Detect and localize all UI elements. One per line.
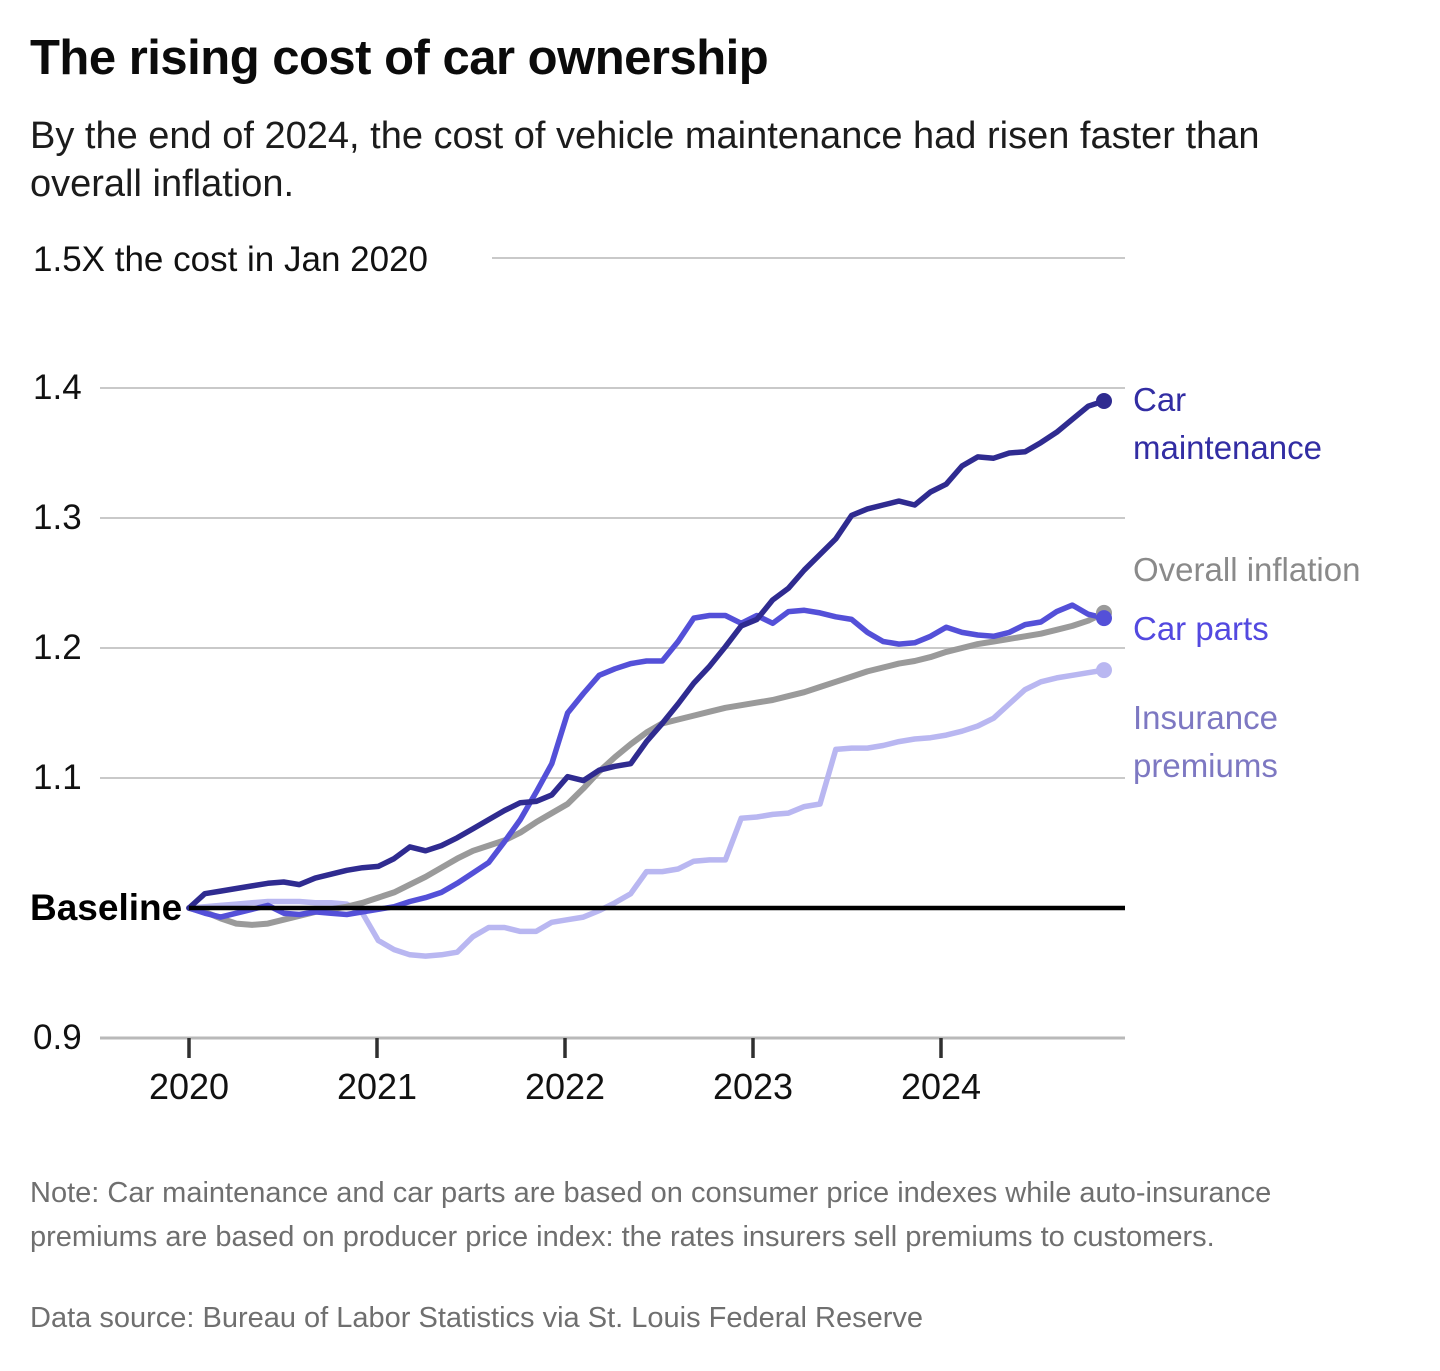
insurance-premiums-endpoint-dot (1096, 662, 1112, 679)
x-tick-label-2024: 2024 (900, 1066, 982, 1107)
x-tick-label-2022: 2022 (524, 1066, 606, 1107)
y-axis-top-label: 1.5X the cost in Jan 2020 (33, 240, 428, 279)
series-lines (186, 398, 1107, 959)
x-tick-label-2020: 2020 (148, 1066, 230, 1107)
chart-title: The rising cost of car ownership (30, 31, 769, 85)
car-maintenance-endpoint-dot (1096, 393, 1112, 409)
car-parts-endpoint-dot (1096, 610, 1112, 627)
y-tick-label-0.9: 0.9 (33, 1018, 82, 1057)
note-text: Note: Car maintenance and car parts are … (30, 1177, 1272, 1253)
insurance-premiums-line (186, 667, 1107, 959)
chart-subtitle: By the end of 2024, the cost of vehicle … (30, 115, 1260, 206)
legend-insurance-premiums: Insurance premiums (1133, 699, 1278, 784)
car-parts-line (186, 602, 1107, 920)
car-maintenance-line (186, 398, 1107, 911)
legend-car-parts: Car parts (1133, 610, 1269, 647)
baseline-label: Baseline (30, 887, 183, 928)
y-tick-label-1.2: 1.2 (33, 628, 82, 667)
y-tick-label-1.3: 1.3 (33, 498, 82, 537)
x-tick-label-2021: 2021 (336, 1066, 418, 1107)
y-tick-label-1.1: 1.1 (33, 758, 82, 797)
gridlines (100, 257, 1125, 1058)
legend-overall-inflation: Overall inflation (1133, 551, 1361, 588)
x-tick-label-2023: 2023 (712, 1066, 794, 1107)
y-tick-label-1.4: 1.4 (33, 368, 82, 407)
series-endpoint-dots (1096, 393, 1112, 679)
legend-car-maintenance: Car maintenance (1133, 381, 1322, 466)
source-text: Data source: Bureau of Labor Statistics … (30, 1302, 923, 1334)
